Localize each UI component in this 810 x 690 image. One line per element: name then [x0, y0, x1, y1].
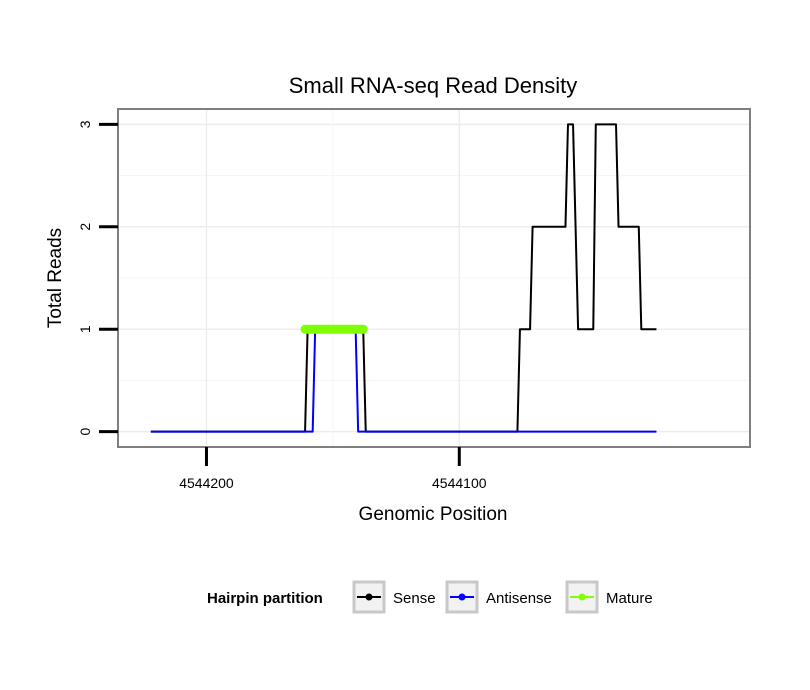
- panel-border: [117, 108, 751, 448]
- legend-label: Antisense: [486, 590, 552, 607]
- x-tick-label: 4544200: [179, 475, 234, 491]
- legend-label: Sense: [393, 590, 436, 607]
- x-tick-label: 4544100: [432, 475, 487, 491]
- legend-title: Hairpin partition: [207, 590, 323, 607]
- legend-key-dot: [578, 593, 586, 601]
- y-axis: 0 1 2 3: [77, 120, 118, 436]
- x-axis: 4544200 4544100: [179, 447, 487, 491]
- y-tick-label: 3: [77, 120, 93, 128]
- legend: Hairpin partition Sense Antisense Mature: [207, 580, 653, 614]
- legend-label: Mature: [606, 590, 653, 607]
- chart-title: Small RNA-seq Read Density: [289, 73, 578, 98]
- x-axis-title: Genomic Position: [359, 504, 508, 525]
- legend-key-dot: [458, 593, 466, 601]
- legend-key-dot: [365, 593, 373, 601]
- y-axis-title: Total Reads: [45, 228, 66, 328]
- grid: [118, 109, 750, 447]
- y-tick-label: 0: [77, 428, 93, 436]
- y-tick-label: 2: [77, 223, 93, 231]
- series-layer: [150, 123, 657, 433]
- y-tick-label: 1: [77, 325, 93, 333]
